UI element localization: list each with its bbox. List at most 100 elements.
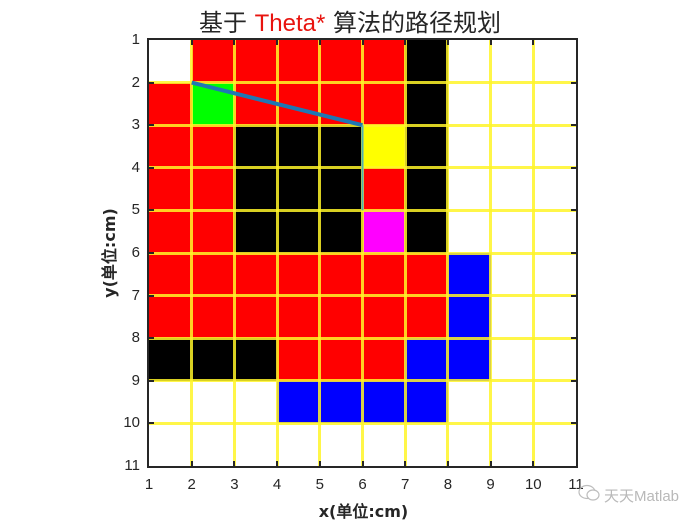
y-tick-label: 11	[124, 457, 140, 474]
x-tick-label: 5	[315, 476, 324, 493]
grid-cell	[490, 295, 534, 339]
grid-cell	[362, 210, 406, 254]
grid-cell	[405, 380, 449, 424]
grid-cell	[149, 210, 192, 254]
grid-cell	[362, 338, 406, 382]
gridline	[149, 251, 576, 255]
x-tick-label: 4	[272, 476, 282, 493]
y-tick-label: 10	[123, 414, 140, 432]
y-tick-label: 1	[131, 31, 140, 48]
x-tick	[318, 461, 321, 466]
y-tick	[149, 81, 154, 84]
grid-cell	[362, 167, 406, 211]
grid-cell	[533, 338, 577, 382]
x-tick	[276, 461, 279, 466]
y-tick	[149, 209, 154, 212]
y-tick-label: 9	[131, 371, 140, 389]
gridline	[149, 294, 576, 298]
grid-cell	[234, 210, 278, 254]
grid-cell	[533, 210, 577, 254]
x-tick	[233, 461, 236, 466]
y-tick	[571, 81, 576, 84]
grid-cell	[533, 82, 577, 126]
grid-cell	[277, 338, 321, 382]
grid-cell	[447, 338, 491, 382]
grid-cell	[405, 40, 449, 83]
grid-cell	[191, 125, 235, 169]
grid-cell	[490, 210, 534, 254]
grid-cell	[277, 210, 321, 254]
x-tick	[276, 40, 279, 45]
grid-cell	[533, 380, 577, 424]
grid-cell	[447, 40, 491, 83]
x-tick	[361, 461, 364, 466]
grid-cell	[191, 253, 235, 296]
watermark: 天天Matlab	[578, 484, 679, 506]
x-tick-label: 10	[524, 476, 542, 493]
grid-cell	[447, 82, 491, 126]
x-tick	[190, 40, 193, 45]
grid-cell	[405, 82, 449, 126]
grid-cell	[191, 167, 235, 211]
y-tick	[149, 422, 154, 425]
gridline	[403, 40, 407, 466]
grid-cell	[490, 125, 534, 169]
x-tick	[446, 461, 449, 466]
grid-cell	[447, 380, 491, 424]
grid-cell	[234, 338, 278, 382]
grid-cell	[149, 380, 192, 424]
title-highlight: Theta*	[254, 10, 326, 37]
x-tick	[233, 40, 236, 45]
grid-cell	[234, 423, 278, 467]
grid-cell	[319, 295, 363, 339]
grid-cell	[277, 380, 321, 424]
grid-cell	[447, 253, 491, 296]
y-tick	[149, 337, 154, 340]
grid-cell	[405, 253, 449, 296]
grid-cell	[405, 210, 449, 254]
y-tick	[149, 252, 154, 254]
grid-cell	[191, 380, 235, 424]
chart-title: 基于 Theta* 算法的路径规划	[0, 3, 700, 38]
y-tick-label: 8	[131, 329, 140, 347]
gridline	[531, 40, 535, 466]
gridline	[149, 336, 576, 340]
y-tick-label: 2	[131, 73, 140, 91]
x-tick	[190, 461, 193, 466]
grid-cell	[533, 253, 577, 296]
x-tick-label: 8	[443, 476, 453, 493]
grid-cell	[447, 210, 491, 254]
y-tick	[149, 294, 154, 297]
grid-cell	[277, 167, 321, 211]
grid-cell	[234, 253, 278, 296]
grid-cell	[149, 253, 192, 296]
y-tick	[571, 252, 576, 254]
path-line	[191, 80, 364, 211]
grid-cell	[149, 40, 192, 83]
grid-cell	[277, 125, 321, 169]
grid-cell	[490, 380, 534, 424]
y-tick	[571, 337, 576, 340]
gridline	[149, 379, 576, 383]
x-tick	[489, 40, 492, 45]
grid-cell	[191, 423, 235, 467]
grid-cell	[490, 338, 534, 382]
grid-cell	[191, 210, 235, 254]
x-tick-label: 7	[401, 476, 410, 493]
title-prefix: 基于	[199, 9, 255, 37]
x-tick	[532, 461, 535, 466]
x-tick	[404, 461, 407, 466]
y-tick	[571, 294, 576, 297]
grid-cell	[191, 295, 235, 339]
grid-cell	[405, 295, 449, 339]
grid-cell	[447, 167, 491, 211]
grid-cell	[533, 423, 577, 467]
y-tick	[149, 166, 154, 169]
grid-cell	[149, 338, 192, 382]
grid-cell	[234, 167, 278, 211]
grid-cell	[234, 40, 278, 83]
x-tick	[489, 461, 492, 466]
grid-cell	[149, 125, 192, 169]
x-tick	[532, 40, 535, 45]
grid-cell	[490, 253, 534, 296]
